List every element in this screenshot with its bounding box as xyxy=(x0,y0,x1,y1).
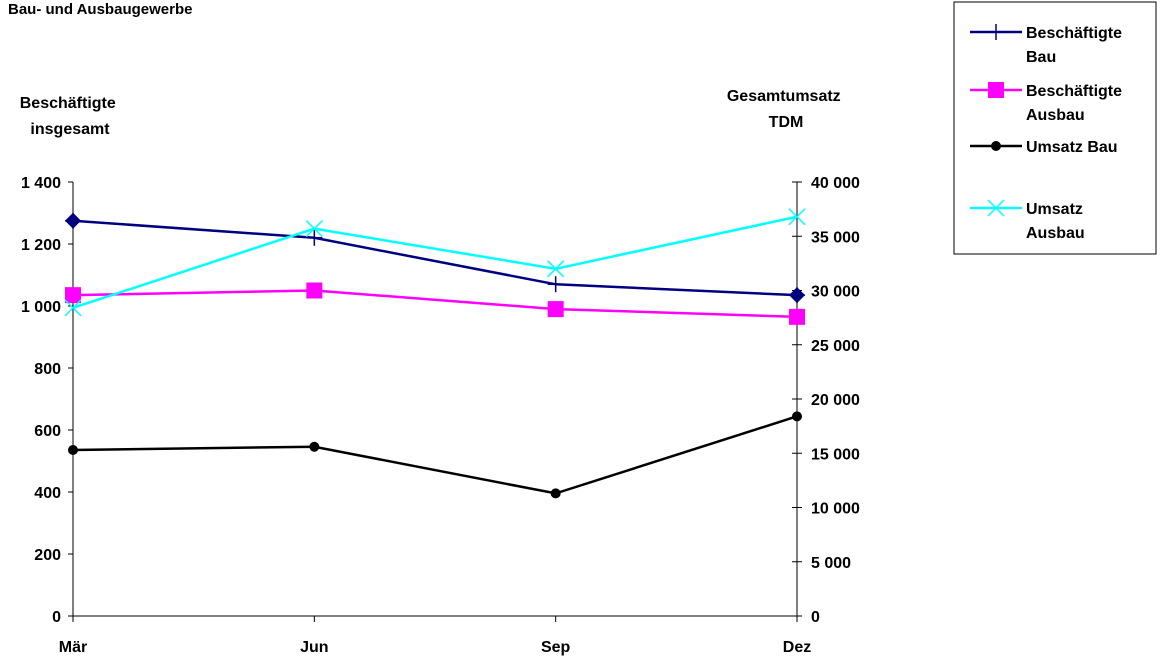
legend-box xyxy=(953,1,1157,255)
series-line-3 xyxy=(72,215,798,310)
legend-label-0: Beschäftigte Bau xyxy=(1026,25,1122,66)
y-left-tick-label: 1 400 xyxy=(21,175,61,192)
legend-label-2: Umsatz Bau xyxy=(1026,139,1118,156)
y-left-axis-label-line-2: insgesamt xyxy=(30,121,110,138)
y-left-axis-label-line-1: Beschäftigte xyxy=(20,95,116,112)
data-point-series-1 xyxy=(65,287,81,304)
data-point-series-2 xyxy=(309,441,320,452)
series-line-2 xyxy=(72,415,798,495)
legend-label-3: Umsatz Ausbau xyxy=(1026,201,1085,242)
legend-label-line: Beschäftigte xyxy=(1026,83,1122,100)
data-point-extra-0 xyxy=(65,212,81,229)
legend-label-line: Bau xyxy=(1026,49,1056,66)
legend-label-line: Beschäftigte xyxy=(1026,25,1122,42)
plot-area: 0 200 400 600 800 1 000 1 200 1 400 0 5 000 10 000… xyxy=(21,175,860,656)
series-line-0 xyxy=(72,219,798,297)
data-point-extra-1 xyxy=(789,287,805,304)
y-right-tick-label: 0 xyxy=(811,609,820,626)
legend-label-line: Umsatz Bau xyxy=(1026,139,1118,156)
y-left-tick-label: 0 xyxy=(52,609,61,626)
legend-marker-3 xyxy=(987,199,1005,217)
data-point-series-2 xyxy=(550,488,561,499)
data-point-series-1 xyxy=(306,282,323,299)
data-point-series-3 xyxy=(788,208,806,226)
legend-label-line: Ausbau xyxy=(1026,107,1085,124)
legend-marker-0 xyxy=(988,24,1004,40)
data-point-series-3 xyxy=(547,260,565,278)
y-right-tick-label: 5 000 xyxy=(811,555,851,572)
legend-label-1: Beschäftigte Ausbau xyxy=(1026,83,1122,124)
x-tick-label: Mär xyxy=(59,639,87,656)
y-right-tick-label: 10 000 xyxy=(811,501,860,518)
y-left-tick-label: 200 xyxy=(34,547,61,564)
data-point-series-0 xyxy=(547,276,564,293)
y-right-tick-label: 15 000 xyxy=(811,446,860,463)
legend-marker-2 xyxy=(991,141,1001,151)
y-left-tick-label: 1 200 xyxy=(21,237,61,254)
x-tick-label: Dez xyxy=(783,639,811,656)
chart-title: Bau- und Ausbaugewerbe xyxy=(8,1,192,18)
y-left-axis-label: Beschäftigte insgesamt xyxy=(20,95,120,138)
data-point-series-3 xyxy=(305,220,323,238)
y-right-tick-label: 30 000 xyxy=(811,284,860,301)
x-tick-label: Sep xyxy=(541,639,571,656)
legend-marker-1 xyxy=(988,82,1004,98)
y-left-tick-label: 600 xyxy=(34,423,61,440)
y-left-tick-label: 1 000 xyxy=(21,299,61,316)
y-right-axis-label-line-2: TDM xyxy=(769,114,804,131)
y-right-tick-label: 35 000 xyxy=(811,229,860,246)
y-right-axis-label-line-1: Gesamtumsatz xyxy=(727,88,841,105)
y-right-tick-label: 25 000 xyxy=(811,338,860,355)
y-right-tick-label: 20 000 xyxy=(811,392,860,409)
y-right-tick-label: 40 000 xyxy=(811,175,860,192)
series-line-1 xyxy=(72,289,798,319)
legend-label-line: Umsatz xyxy=(1026,201,1083,218)
data-point-series-1 xyxy=(547,301,564,318)
data-point-series-3 xyxy=(64,299,82,317)
data-point-series-2 xyxy=(792,411,802,422)
data-point-series-2 xyxy=(68,444,78,455)
legend-label-line: Ausbau xyxy=(1026,225,1085,242)
data-point-series-0 xyxy=(306,229,323,246)
y-left-tick-label: 400 xyxy=(34,485,61,502)
x-tick-label: Jun xyxy=(300,639,328,656)
data-point-series-1 xyxy=(789,308,805,325)
y-left-tick-label: 800 xyxy=(34,361,61,378)
y-right-axis-label: Gesamtumsatz TDM xyxy=(727,88,845,131)
